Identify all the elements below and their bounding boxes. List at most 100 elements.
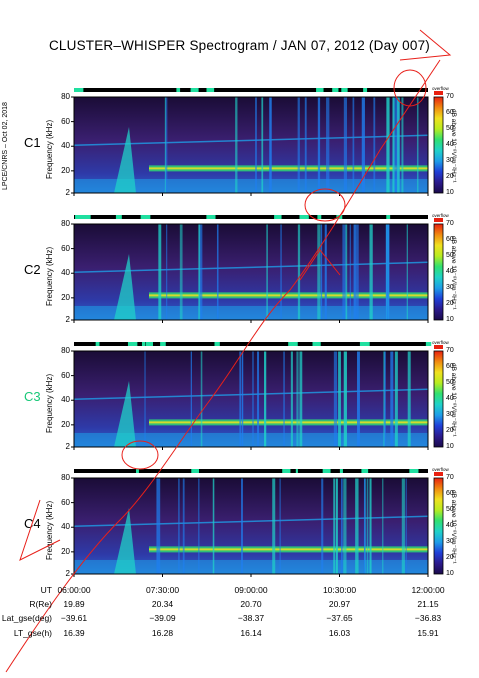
plasma-line-core [149,548,428,551]
broadband-burst [355,224,359,320]
colorbar [433,350,444,448]
colorbar-overflow [434,345,443,349]
colorbar-overflow-label: overflow [432,213,449,218]
ephemeris-value: −37.65 [326,613,353,623]
colorbar [433,96,444,194]
broadband-burst [179,224,183,320]
colorbar-tick-label: 70 [446,93,454,100]
ephemeris-value: −36.83 [414,613,442,623]
broadband-burst [252,351,254,447]
colorbar-tick-label: 50 [446,506,454,513]
colorbar-tick-label: 20 [446,427,454,434]
mode-bar-segment [136,469,139,473]
panel-label-c1: C1 [24,135,41,150]
y-tick-label: 80 [61,92,70,101]
mode-bar-segment [74,88,84,92]
ephemeris-value: 12:00:00 [411,585,445,595]
plasma-line-core [149,294,428,297]
broadband-burst [345,224,348,320]
y-tick-label: 20 [61,292,70,302]
mode-bar-segment [95,342,100,346]
y-tick-label: 2 [65,188,70,197]
colorbar-tick-label: 40 [446,522,454,529]
mode-bar-segment [190,88,199,92]
y-tick-label: 60 [61,243,70,253]
broadband-burst [216,224,219,320]
colorbar-tick-label: 40 [446,141,454,148]
ephemeris-value: −39.09 [149,613,176,623]
broadband-burst [200,351,203,447]
colorbar [433,223,444,321]
broadband-burst [212,478,215,574]
mode-bar [74,342,428,346]
broadband-burst [363,478,366,574]
broadband-burst [279,478,281,574]
mode-bar-segment [316,88,322,92]
broadband-burst [321,478,324,574]
y-tick-label: 2 [65,569,70,578]
colorbar-tick-label: 30 [446,284,454,291]
colorbar-tick-label: 20 [446,300,454,307]
ephemeris-row-label: LT_gse(h) [13,628,52,638]
broadband-burst [290,351,293,447]
ephemeris-value: 21.15 [417,599,439,609]
mode-bar-segment [312,342,321,346]
y-tick-label: 2 [65,315,70,324]
broadband-burst [264,351,267,447]
y-tick-label: 2 [65,442,70,451]
mode-bar-segment [206,88,215,92]
broadband-burst [394,351,398,447]
ephemeris-value: 16.39 [63,628,85,638]
broadband-burst [317,97,321,193]
broadband-burst [401,97,404,193]
broadband-burst [393,97,398,193]
broadband-burst [198,478,200,574]
y-tick-label: 20 [61,165,70,175]
broadband-burst [242,351,244,447]
broadband-burst [296,351,299,447]
broadband-burst [407,351,411,447]
colorbar-tick-label: 50 [446,125,454,132]
panel-c2 [71,215,444,323]
broadband-burst [343,478,347,574]
broadband-burst [304,97,307,193]
mode-bar-segment [332,88,339,92]
colorbar-tick-label: 60 [446,363,454,370]
chart-title: CLUSTER–WHISPER Spectrogram / JAN 07, 20… [48,38,431,53]
broadband-burst [255,97,257,193]
ephemeris-value: −39.61 [60,613,88,623]
broadband-burst [333,478,336,574]
mode-bar-segment [317,215,322,219]
colorbar-overflow-label: overflow [432,467,449,472]
broadband-burst [406,224,408,320]
colorbar-tick-label: 40 [446,268,454,275]
ephemeris-value: 16.03 [328,628,351,638]
colorbar-overflow [434,472,443,476]
plasma-line-core [149,167,428,170]
ephemeris-value: 16.28 [151,628,174,638]
broadband-burst [198,224,201,320]
red-scribble [19,29,452,561]
broadband-burst [373,97,376,193]
y-tick-label: 80 [61,473,70,482]
ephemeris-row-label: UT [40,585,52,595]
broadband-burst [266,224,268,320]
mode-bar-segment [274,215,282,219]
mode-bar-segment [127,342,138,346]
y-tick-label: 60 [61,497,70,507]
broadband-burst [272,478,276,574]
broadband-burst [297,224,301,320]
ephemeris-row-label: Lat_gse(deg) [1,613,52,623]
colorbar-overflow [434,218,443,222]
mode-bar-segment [386,215,391,219]
broadband-burst [338,351,341,447]
colorbar-tick-label: 30 [446,411,454,418]
broadband-burst [297,97,300,193]
broadband-burst [361,97,365,193]
mode-bar-segment [145,342,153,346]
broadband-burst [343,351,347,447]
y-tick-label: 80 [61,219,70,228]
mode-bar-segment [140,215,151,219]
broadband-burst [241,478,243,574]
